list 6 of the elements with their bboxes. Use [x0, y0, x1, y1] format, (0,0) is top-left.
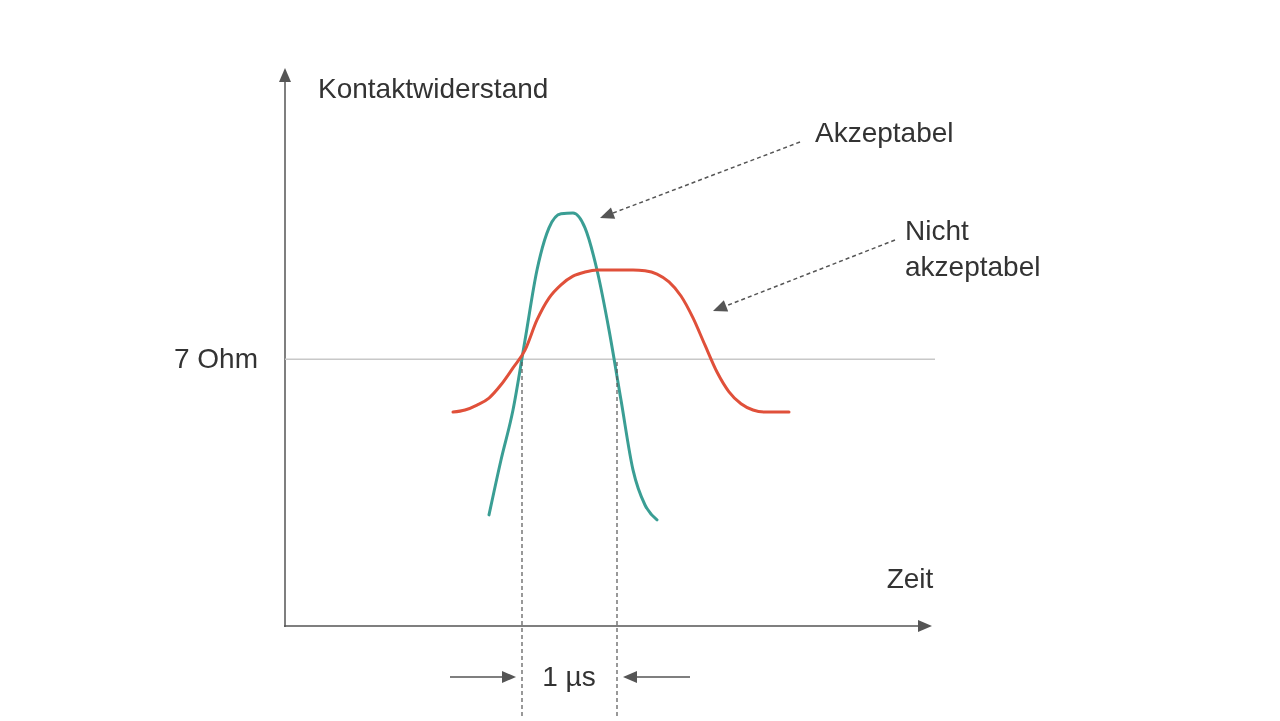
- text: 1 µs: [542, 661, 596, 692]
- x-axis-title: Zeit: [886, 563, 934, 594]
- ref-line-label: 7 Ohm: [173, 343, 258, 375]
- text: Nicht akzeptabel: [905, 215, 1041, 282]
- y-axis-title: Kontaktwiderstand: [318, 73, 549, 104]
- text: Akzeptabel: [815, 117, 954, 148]
